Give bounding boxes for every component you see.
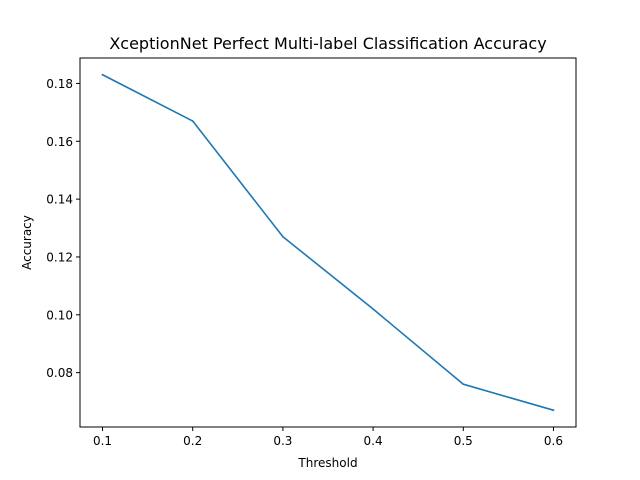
- data-point: [462, 383, 465, 386]
- y-axis: 0.08 0.10 0.12 0.14 0.16 0.18: [46, 77, 80, 380]
- data-point: [552, 409, 555, 412]
- axes-frame: [79, 57, 577, 428]
- y-tick-label: 0.14: [46, 193, 73, 207]
- data-point: [282, 235, 284, 238]
- plot-area: 0.1 0.2 0.3 0.4 0.5 0.6 0.080.100.120.140.160…: [46, 57, 577, 448]
- y-tick-label: 0.08: [46, 366, 73, 380]
- x-tick-label: 0.3: [273, 434, 292, 448]
- series-line: [101, 73, 555, 412]
- data-point: [372, 308, 374, 310]
- series-group: [101, 73, 555, 412]
- x-tick-label: 0.6: [544, 434, 563, 448]
- y-tick-label: 0.12: [46, 250, 73, 264]
- data-point: [191, 120, 194, 122]
- x-axis: 0.1 0.2 0.3 0.4 0.5 0.6: [93, 427, 563, 448]
- y-tick-label: 0.10: [46, 308, 73, 322]
- x-tick-label: 0.4: [364, 434, 383, 448]
- data-point: [101, 73, 104, 76]
- x-tick-label: 0.5: [454, 434, 473, 448]
- y-axis-label: Accuracy: [20, 215, 34, 270]
- x-tick-label: 0.2: [183, 434, 202, 448]
- y-tick-label: 0.16: [46, 135, 73, 149]
- y-tick-label: 0.18: [46, 77, 73, 91]
- x-tick-label: 0.1: [93, 434, 112, 448]
- x-axis-label: Threshold: [297, 456, 357, 470]
- chart-title: XceptionNet Perfect Multi-label Classifi…: [109, 34, 546, 53]
